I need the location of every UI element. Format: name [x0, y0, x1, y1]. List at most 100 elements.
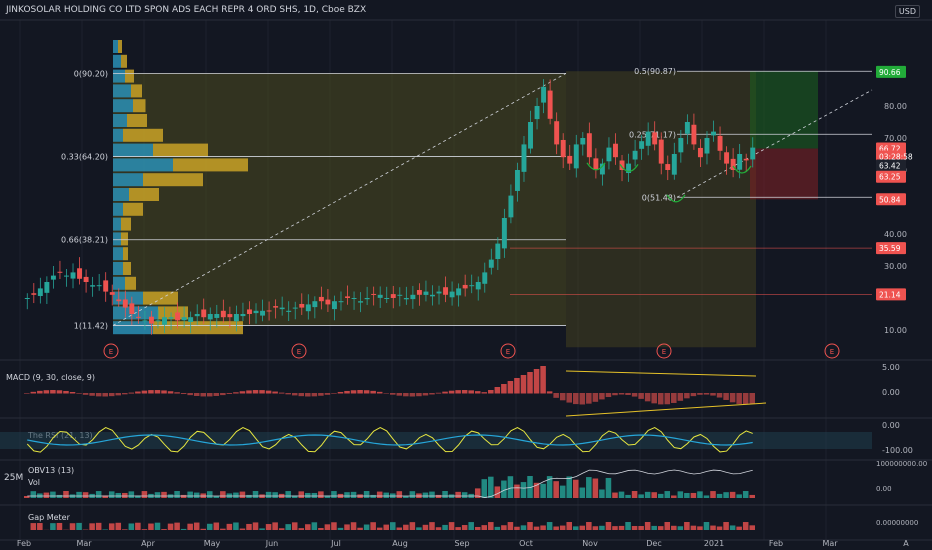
gap-meter-bar	[69, 523, 76, 530]
gap-meter-bar	[331, 522, 337, 530]
volume-bar	[749, 494, 755, 498]
macd-histogram-bar	[723, 393, 729, 400]
volume-bar	[63, 491, 69, 498]
gap-meter-bar	[736, 526, 742, 530]
macd-histogram-bar	[246, 390, 252, 394]
earnings-marker-label: E	[830, 348, 834, 356]
candle-body	[508, 195, 514, 218]
candle-body	[135, 316, 141, 318]
volume-bar	[403, 495, 409, 498]
candle-body	[521, 144, 527, 172]
gap-meter-bar	[370, 522, 376, 530]
macd-histogram-bar	[265, 390, 272, 394]
volume-bar	[527, 476, 533, 498]
gap-meter-bar	[403, 524, 409, 530]
volume-profile-bar	[113, 291, 143, 305]
gap-meter-bar	[396, 527, 403, 530]
obv-line	[27, 469, 753, 498]
volume-bar	[370, 494, 376, 498]
volume-bar	[586, 477, 592, 498]
currency-button[interactable]: USD	[894, 5, 920, 18]
candle-body	[573, 144, 579, 169]
volume-bar	[664, 491, 671, 498]
volume-bar	[716, 493, 723, 498]
volume-bar	[631, 491, 638, 498]
macd-histogram-bar	[540, 366, 546, 394]
volume-bar	[383, 492, 389, 498]
price-tag-label: 66.72	[879, 144, 901, 153]
gap-meter-bar	[474, 526, 481, 530]
time-axis-label: Aug	[392, 539, 408, 548]
gap-meter-bar	[115, 522, 122, 530]
candle-body	[632, 150, 638, 160]
price-tag-label: 35.59	[879, 244, 901, 253]
gap-meter-bar	[207, 523, 213, 530]
volume-profile-bar	[158, 306, 188, 320]
candle-body	[299, 303, 305, 308]
macd-histogram-bar	[618, 393, 625, 395]
volume-bar	[252, 491, 259, 498]
volume-bar	[246, 494, 252, 498]
candle-body	[469, 285, 475, 287]
time-axis-label: Sep	[454, 539, 469, 548]
stop-zone	[750, 148, 818, 200]
gap-meter-bar	[501, 525, 507, 530]
volume-profile-bar	[113, 276, 125, 290]
volume-bar	[638, 494, 644, 498]
macd-histogram-bar	[644, 393, 651, 402]
volume-bar	[305, 492, 311, 498]
macd-histogram-bar	[520, 375, 527, 394]
candle-body	[704, 138, 710, 154]
macd-histogram-bar	[690, 393, 697, 397]
gap-meter-bar	[278, 528, 285, 530]
gap-meter-bar	[220, 528, 226, 530]
volume-profile-bar	[125, 276, 136, 290]
macd-histogram-bar	[592, 393, 599, 402]
macd-histogram-bar	[749, 393, 755, 404]
macd-histogram-bar	[514, 378, 520, 394]
gap-meter-bar	[644, 522, 651, 530]
gap-meter-bar	[350, 522, 357, 530]
gap-meter-bar	[154, 522, 161, 530]
candle-body	[233, 314, 239, 322]
volume-bar	[703, 495, 710, 498]
volume-profile-bar	[153, 143, 208, 157]
macd-histogram-bar	[638, 393, 644, 399]
candle-body	[325, 299, 331, 305]
candle-body	[44, 282, 50, 293]
volume-bar	[579, 487, 586, 498]
macd-histogram-bar	[651, 393, 657, 404]
gap-meter-bar	[252, 522, 259, 530]
macd-histogram-bar	[102, 393, 108, 397]
macd-axis-tick: 0.00	[882, 388, 900, 397]
candle-body	[456, 288, 462, 296]
earnings-marker	[103, 343, 119, 359]
gap-meter-bar	[488, 522, 494, 530]
pattern-marker	[586, 162, 606, 171]
macd-histogram-bar	[481, 392, 488, 394]
candle-body	[495, 243, 501, 260]
volume-bar	[30, 491, 37, 498]
macd-histogram-bar	[337, 391, 344, 394]
gap-meter-bar	[390, 522, 396, 530]
candle-body	[678, 138, 684, 153]
gap-axis-tick: 0.00000000	[876, 519, 918, 527]
time-axis-label: Jul	[330, 539, 341, 548]
volume-bar	[187, 491, 193, 498]
gap-meter-bar	[448, 522, 455, 530]
gap-meter-bar	[318, 528, 324, 530]
volume-bar	[350, 491, 357, 498]
candle-body	[194, 314, 200, 317]
macd-histogram-bar	[396, 393, 403, 396]
price-axis-tick: 80.00	[884, 102, 907, 111]
volume-bar	[625, 494, 631, 498]
gap-meter-bar	[233, 522, 239, 530]
candle-body	[64, 275, 69, 277]
time-axis-label: Jun	[265, 539, 279, 548]
volume-profile-bar	[131, 84, 142, 98]
macd-histogram-bar	[278, 392, 285, 394]
volume-profile-bar	[118, 40, 122, 53]
time-axis-label: A	[903, 539, 909, 548]
gap-meter-bar	[298, 528, 305, 530]
